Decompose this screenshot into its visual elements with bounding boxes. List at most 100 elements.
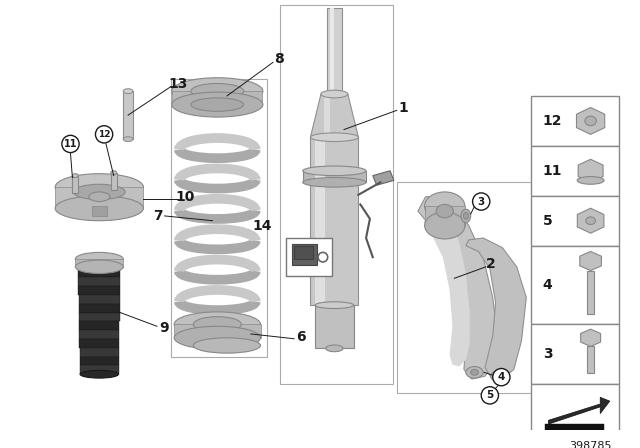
- Ellipse shape: [76, 260, 124, 273]
- Circle shape: [62, 135, 79, 153]
- Ellipse shape: [321, 90, 348, 98]
- Ellipse shape: [495, 373, 503, 379]
- Ellipse shape: [89, 192, 110, 202]
- Ellipse shape: [585, 116, 596, 126]
- Ellipse shape: [172, 92, 263, 117]
- Bar: [316, 137, 324, 305]
- Ellipse shape: [193, 338, 260, 353]
- Bar: [545, 424, 604, 430]
- Bar: [174, 324, 260, 338]
- Text: 9: 9: [159, 321, 168, 335]
- Bar: [72, 176, 78, 193]
- Circle shape: [493, 369, 510, 386]
- Bar: [303, 171, 366, 182]
- Ellipse shape: [461, 209, 470, 223]
- Ellipse shape: [80, 370, 118, 378]
- Bar: [79, 286, 120, 295]
- Bar: [80, 357, 119, 366]
- Ellipse shape: [74, 184, 125, 200]
- Text: 3: 3: [543, 347, 552, 361]
- Ellipse shape: [55, 196, 143, 221]
- Ellipse shape: [303, 166, 366, 176]
- Text: 398785: 398785: [569, 441, 612, 448]
- Bar: [326, 8, 342, 94]
- Ellipse shape: [76, 252, 124, 266]
- Ellipse shape: [436, 204, 453, 218]
- Text: 11: 11: [64, 139, 77, 149]
- Bar: [280, 5, 393, 384]
- Ellipse shape: [491, 370, 508, 382]
- Bar: [79, 313, 120, 322]
- Ellipse shape: [191, 98, 244, 111]
- Bar: [80, 366, 118, 374]
- Ellipse shape: [191, 83, 244, 99]
- Bar: [79, 295, 120, 304]
- Bar: [172, 79, 268, 357]
- Ellipse shape: [174, 326, 260, 349]
- Bar: [397, 182, 539, 393]
- Bar: [172, 91, 262, 104]
- Circle shape: [472, 193, 490, 210]
- Text: 10: 10: [175, 190, 195, 204]
- Bar: [588, 346, 594, 373]
- Ellipse shape: [174, 312, 260, 337]
- Ellipse shape: [310, 133, 358, 142]
- Polygon shape: [372, 171, 394, 185]
- Bar: [79, 348, 119, 357]
- Polygon shape: [424, 209, 470, 366]
- Bar: [324, 94, 330, 137]
- Bar: [292, 244, 317, 265]
- Bar: [76, 259, 124, 267]
- Polygon shape: [418, 197, 497, 379]
- Polygon shape: [548, 397, 610, 424]
- Bar: [310, 137, 358, 305]
- Circle shape: [481, 387, 499, 404]
- Ellipse shape: [424, 192, 465, 221]
- Bar: [79, 304, 120, 313]
- Bar: [294, 246, 314, 259]
- Polygon shape: [577, 108, 605, 134]
- Polygon shape: [466, 238, 526, 379]
- Ellipse shape: [586, 217, 595, 224]
- Bar: [531, 246, 620, 324]
- Bar: [424, 207, 465, 225]
- Ellipse shape: [55, 174, 143, 201]
- Text: 6: 6: [296, 330, 306, 344]
- Bar: [124, 91, 133, 139]
- Text: 1: 1: [399, 101, 408, 116]
- Ellipse shape: [124, 89, 133, 94]
- Ellipse shape: [463, 212, 468, 219]
- Text: 7: 7: [153, 209, 163, 223]
- Text: 5: 5: [486, 390, 493, 401]
- Ellipse shape: [111, 171, 116, 175]
- Text: 11: 11: [543, 164, 562, 178]
- Ellipse shape: [72, 174, 78, 177]
- Bar: [587, 271, 595, 314]
- Bar: [55, 187, 143, 208]
- Polygon shape: [580, 251, 602, 271]
- Text: 13: 13: [168, 78, 188, 91]
- Bar: [92, 207, 107, 216]
- Ellipse shape: [193, 317, 241, 332]
- Ellipse shape: [303, 177, 366, 187]
- Text: 4: 4: [543, 278, 552, 292]
- Ellipse shape: [470, 370, 478, 375]
- Bar: [78, 277, 120, 286]
- Bar: [531, 384, 620, 434]
- Bar: [111, 173, 116, 190]
- Bar: [79, 330, 119, 339]
- Ellipse shape: [316, 302, 353, 309]
- Text: 3: 3: [477, 197, 485, 207]
- Bar: [531, 96, 620, 146]
- Bar: [531, 196, 620, 246]
- Ellipse shape: [577, 177, 604, 184]
- Polygon shape: [578, 159, 603, 182]
- Bar: [531, 146, 620, 196]
- Text: 2: 2: [486, 257, 496, 271]
- Ellipse shape: [326, 92, 342, 96]
- Bar: [316, 305, 353, 349]
- Bar: [531, 324, 620, 384]
- Text: 12: 12: [543, 114, 562, 128]
- Circle shape: [95, 126, 113, 143]
- Text: 8: 8: [274, 52, 284, 66]
